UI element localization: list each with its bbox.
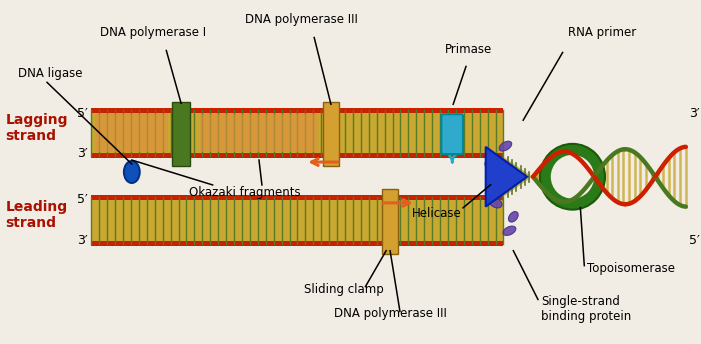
- Bar: [91, 199, 503, 242]
- Polygon shape: [503, 157, 508, 197]
- Text: Okazaki fragments: Okazaki fragments: [189, 186, 301, 199]
- Text: Single-strand
binding protein: Single-strand binding protein: [541, 294, 631, 323]
- Text: 5′: 5′: [689, 234, 700, 247]
- Polygon shape: [486, 147, 527, 207]
- Text: Lagging
strand: Lagging strand: [6, 113, 68, 143]
- Text: DNA ligase: DNA ligase: [18, 67, 83, 80]
- Polygon shape: [517, 166, 521, 188]
- Circle shape: [551, 155, 594, 198]
- Text: Leading
strand: Leading strand: [6, 200, 68, 230]
- Circle shape: [540, 144, 605, 209]
- Bar: [91, 153, 503, 158]
- Polygon shape: [533, 173, 538, 181]
- Bar: [91, 195, 503, 200]
- Polygon shape: [508, 160, 512, 194]
- Text: Helicase: Helicase: [412, 207, 462, 220]
- Bar: [91, 241, 503, 246]
- Ellipse shape: [508, 212, 518, 222]
- Bar: [91, 108, 503, 113]
- Polygon shape: [529, 175, 533, 179]
- Bar: [200, 114, 318, 152]
- Text: Primase: Primase: [445, 43, 493, 56]
- Text: DNA polymerase I: DNA polymerase I: [100, 25, 207, 39]
- Ellipse shape: [503, 226, 516, 235]
- Text: Sliding clamp: Sliding clamp: [304, 282, 383, 295]
- Polygon shape: [525, 172, 529, 182]
- Bar: [382, 189, 398, 254]
- Bar: [172, 102, 190, 166]
- Text: Topoisomerase: Topoisomerase: [587, 262, 675, 275]
- Polygon shape: [521, 169, 525, 185]
- Text: 3′: 3′: [76, 147, 88, 160]
- Bar: [323, 102, 339, 166]
- Ellipse shape: [124, 161, 139, 183]
- Text: RNA primer: RNA primer: [568, 25, 636, 39]
- Text: DNA polymerase III: DNA polymerase III: [334, 308, 447, 321]
- Text: 3′: 3′: [689, 107, 700, 120]
- Text: DNA polymerase III: DNA polymerase III: [245, 13, 358, 25]
- Ellipse shape: [485, 161, 498, 171]
- FancyBboxPatch shape: [442, 114, 463, 154]
- Text: 5′: 5′: [76, 193, 88, 206]
- Ellipse shape: [499, 141, 512, 151]
- Bar: [91, 112, 503, 154]
- Bar: [95, 114, 168, 152]
- Ellipse shape: [512, 171, 522, 181]
- Ellipse shape: [489, 198, 502, 208]
- Text: 5′: 5′: [76, 107, 88, 120]
- Text: 3′: 3′: [76, 234, 88, 247]
- Polygon shape: [512, 163, 517, 191]
